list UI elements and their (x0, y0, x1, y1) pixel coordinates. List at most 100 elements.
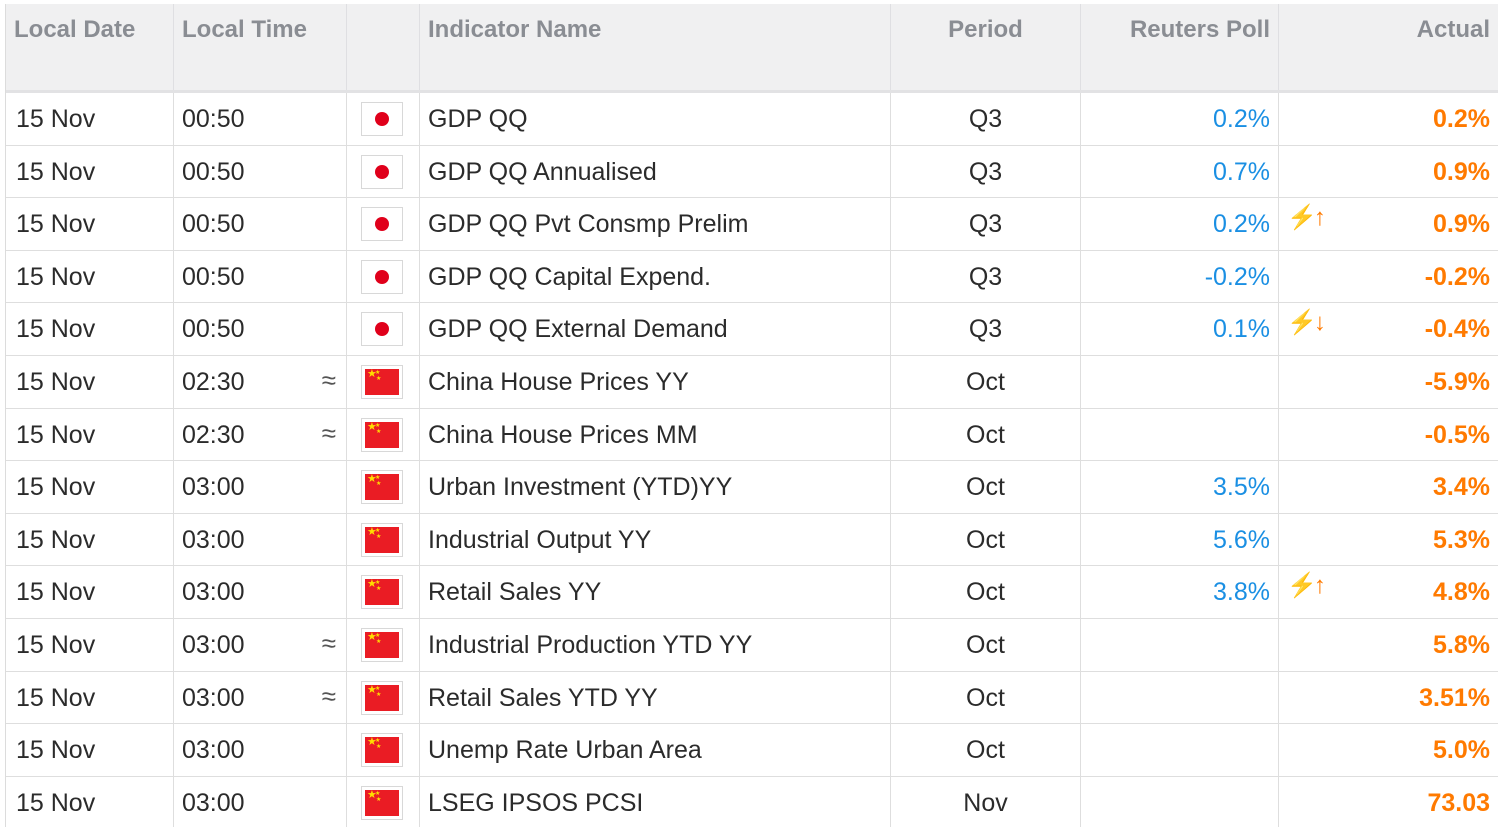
indicator-name-cell[interactable]: Retail Sales YTD YY (420, 671, 891, 724)
period-cell: Q3 (891, 250, 1081, 303)
flag-star: ★ (376, 375, 382, 382)
table-row[interactable]: 15 Nov 00:50 GDP QQ Q3 0.2% 0.2% (6, 93, 1498, 146)
time-value: 03:00 (182, 473, 245, 502)
indicator-name-cell[interactable]: Industrial Production YTD YY (420, 618, 891, 671)
table-row[interactable]: 15 Nov 00:50 GDP QQ Capital Expend. Q3 -0.2%… (6, 250, 1498, 304)
table-row[interactable]: 15 Nov 03:00 ★ ★ ★ Retail Sales YY Oct 3.8% 4.8%… (6, 566, 1498, 619)
china-flag-icon: ★ ★ ★ (361, 733, 403, 768)
column-header-reuters-poll[interactable]: Reuters Poll (1081, 4, 1279, 90)
actual-value: 0.2% (1433, 105, 1490, 133)
time-value: 03:00 (182, 788, 245, 817)
poll-value: 0.7% (1213, 157, 1270, 186)
flag-star: ★ (376, 691, 382, 698)
indicator-name-cell[interactable]: Urban Investment (YTD)YY (420, 461, 891, 513)
indicator-name-cell[interactable]: Industrial Output YY (420, 513, 891, 566)
indicator-name-cell[interactable]: GDP QQ Capital Expend. (420, 250, 891, 303)
actual-value: 3.51% (1419, 683, 1490, 712)
country-cell: ★ ★ ★ (347, 724, 420, 776)
time-value: 00:50 (182, 105, 245, 133)
actual-cell: 73.03 (1279, 777, 1498, 827)
table-row[interactable]: 15 Nov 03:00 ★ ★ ★ Industrial Output YY Oct 5.6… (6, 513, 1498, 567)
actual-cell: -5.9% (1279, 356, 1498, 408)
economic-calendar-table: Local Date Local Time Indicator Name Per… (5, 4, 1498, 827)
flag-field (365, 421, 399, 448)
reuters-poll-cell (1081, 671, 1279, 724)
flag-star: ★ (375, 738, 381, 745)
table-row[interactable]: 15 Nov 03:00 ★ ★ ★ LSEG IPSOS PCSI Nov 73.03 (6, 776, 1498, 827)
flag-field (365, 631, 399, 658)
reuters-poll-cell (1081, 618, 1279, 671)
actual-value: 4.8% (1433, 578, 1490, 607)
period-cell: Oct (891, 513, 1081, 566)
flag-field (365, 579, 399, 606)
column-header-local-time[interactable]: Local Time (174, 4, 347, 90)
flag-star: ★ (375, 632, 381, 639)
poll-wrapper: -0.2% (1205, 251, 1270, 303)
date-cell: 15 Nov (6, 93, 174, 145)
actual-cell: 5.0% (1279, 724, 1498, 776)
table-row[interactable]: 15 Nov 03:00 ≈ ★ ★ ★ Industrial Production YTD… (6, 618, 1498, 672)
actual-value: 0.9% (1433, 210, 1490, 239)
date-cell: 15 Nov (6, 671, 174, 724)
column-header-indicator-name[interactable]: Indicator Name (420, 4, 891, 90)
column-header-period[interactable]: Period (891, 4, 1081, 90)
flag-star: ★ (376, 744, 382, 751)
actual-value: -0.4% (1424, 315, 1490, 344)
table-row[interactable]: 15 Nov 03:00 ★ ★ ★ Unemp Rate Urban Area Oct 5.… (6, 724, 1498, 777)
table-row[interactable]: 15 Nov 00:50 GDP QQ Pvt Consmp Prelim Q3 0.2… (6, 198, 1498, 251)
table-row[interactable]: 15 Nov 02:30 ≈ ★ ★ ★ China House Prices YY Oct -… (6, 355, 1498, 409)
approximate-icon: ≈ (321, 627, 336, 658)
indicator-name-cell[interactable]: GDP QQ (420, 93, 891, 145)
reuters-poll-cell (1081, 724, 1279, 776)
china-flag-icon: ★ ★ ★ (361, 575, 403, 610)
flag-star: ★ (376, 481, 382, 488)
indicator-name-cell[interactable]: GDP QQ Pvt Consmp Prelim (420, 198, 891, 250)
indicator-name-cell[interactable]: GDP QQ External Demand (420, 303, 891, 355)
flag-field (365, 737, 399, 764)
flag-star: ★ (367, 420, 377, 433)
japan-flag-icon (361, 102, 403, 136)
time-cell: 03:00 ≈ (174, 671, 347, 724)
indicator-name-cell[interactable]: Unemp Rate Urban Area (420, 724, 891, 776)
indicator-name-cell[interactable]: Retail Sales YY (420, 566, 891, 618)
table-row[interactable]: 15 Nov 00:50 GDP QQ Annualised Q3 0.7% 0.9% (6, 145, 1498, 199)
poll-wrapper: 0.2% (1213, 93, 1270, 145)
country-cell: ★ ★ ★ (347, 408, 420, 461)
indicator-name-cell[interactable]: China House Prices YY (420, 355, 891, 408)
china-flag-icon: ★ ★ ★ (361, 680, 403, 715)
japan-flag-icon (361, 312, 403, 347)
actual-value: 5.3% (1433, 525, 1490, 554)
indicator-name-cell[interactable]: LSEG IPSOS PCSI (420, 776, 891, 827)
time-value: 02:30 (182, 420, 245, 449)
table-header: Local Date Local Time Indicator Name Per… (6, 4, 1498, 93)
indicator-name-cell[interactable]: China House Prices MM (420, 408, 891, 461)
time-cell: 02:30 ≈ (174, 355, 347, 408)
flag-star: ★ (367, 736, 377, 749)
actual-value: -5.9% (1424, 367, 1490, 396)
indicator-name-cell[interactable]: GDP QQ Annualised (420, 145, 891, 198)
flag-star: ★ (367, 525, 377, 538)
time-cell: 03:00 (174, 513, 347, 566)
flag-field (365, 789, 399, 816)
column-header-local-date[interactable]: Local Date (6, 4, 174, 90)
china-flag-icon: ★ ★ ★ (361, 364, 403, 399)
table-row[interactable]: 15 Nov 03:00 ≈ ★ ★ ★ Retail Sales YTD YY Oct 3.5… (6, 671, 1498, 725)
time-value: 00:50 (182, 315, 245, 344)
approximate-icon: ≈ (321, 364, 336, 395)
reuters-poll-cell: 0.1% (1081, 303, 1279, 355)
flag-field (365, 474, 399, 501)
table-row[interactable]: 15 Nov 03:00 ★ ★ ★ Urban Investment (YTD)YY Oc… (6, 461, 1498, 514)
actual-cell: 0.9% (1279, 146, 1498, 198)
table-row[interactable]: 15 Nov 00:50 GDP QQ External Demand Q3 0.1% -… (6, 303, 1498, 356)
actual-cell: -0.2% (1279, 251, 1498, 303)
time-value: 00:50 (182, 262, 245, 291)
japan-flag-icon (361, 259, 403, 294)
table-row[interactable]: 15 Nov 02:30 ≈ ★ ★ ★ China House Prices MM Oct -… (6, 408, 1498, 462)
column-header-actual[interactable]: Actual (1416, 16, 1490, 43)
flag-star: ★ (367, 683, 377, 696)
time-value: 03:00 (182, 525, 245, 554)
flag-star: ★ (367, 788, 377, 801)
china-flag-icon: ★ ★ ★ (361, 417, 403, 452)
flag-star: ★ (375, 580, 381, 587)
flag-star: ★ (367, 578, 377, 591)
